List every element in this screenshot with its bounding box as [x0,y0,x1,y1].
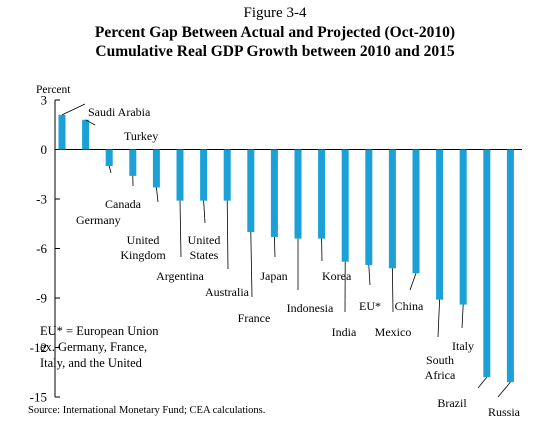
bar [129,149,137,176]
category-label: France [238,311,271,325]
category-label-line: Mexico [375,325,412,339]
leader-line [368,264,371,286]
category-label-line: States [190,248,219,262]
category-label-line: Kingdom [120,248,166,262]
category-label: Canada [105,197,142,211]
bar [412,149,420,274]
bar [270,149,278,237]
leader-line [274,236,276,258]
category-label-line: India [332,325,357,339]
figure-label: Figure 3-4 [243,5,307,21]
category-label-line: Australia [205,285,250,299]
leader-line [477,376,488,389]
category-label: South Africa [425,353,456,382]
y-tick-label: 3 [41,93,48,108]
category-label-line: Canada [105,197,142,211]
category-label: Germany [76,213,121,227]
category-label-line: Indonesia [287,301,334,315]
y-tick-label: -3 [36,192,47,207]
leader-line [179,200,182,258]
leader-line [85,119,96,126]
bar [388,149,396,269]
category-label-line: United [188,233,221,247]
category-label-line: Turkey [124,129,158,143]
bar [294,149,302,239]
y-tick-label: 0 [41,142,48,157]
source-note: Source: International Monetary Fund; CEA… [28,405,266,416]
bars-layer [58,114,514,383]
category-label: EU* [359,299,381,313]
bar [82,119,90,150]
y-tick-label: -15 [30,390,47,405]
category-label-line: Germany [76,213,121,227]
eu-footnote: EU* = European Union ex. Germany, France… [40,324,159,370]
bar [152,149,160,188]
leader-line [392,268,394,313]
bar [58,114,66,150]
category-label-line: China [395,299,424,313]
category-label-line: South [426,353,454,367]
y-axis-label: Percent [36,84,71,96]
bar [436,149,444,300]
leader-line [437,299,440,338]
leader-line [61,103,86,116]
category-label: China [395,299,424,313]
bar [176,149,184,201]
leader-line [497,381,511,398]
category-label-line: Japan [260,269,287,283]
category-label-line: Brazil [437,396,467,410]
category-label-line: EU* [359,299,381,313]
bar [365,149,373,265]
category-label-line: Argentina [156,269,204,283]
category-label-line: Russia [488,405,521,419]
y-tick-label: -12 [30,340,47,355]
leaders-layer [61,103,511,398]
bar [247,149,255,232]
y-tick-label: -9 [36,291,47,306]
category-label-line: Africa [425,368,456,382]
category-label: Brazil [437,396,467,410]
category-label: Turkey [124,129,158,143]
category-label: Argentina [156,269,204,283]
category-label: Russia [488,405,521,419]
category-label: United Kingdom [120,233,166,262]
chart-title-line-1: Percent Gap Between Actual and Projected… [94,24,456,41]
category-label: India [332,325,357,339]
category-label: Mexico [375,325,412,339]
bar [105,149,113,166]
y-tick-label: -6 [36,241,47,256]
category-label-line: Korea [322,269,352,283]
leader-line [250,231,253,298]
category-label: Indonesia [287,301,334,315]
leader-line [203,200,206,224]
category-label-line: France [238,311,271,325]
leader-line [461,304,464,329]
leader-line [108,165,112,174]
bar [223,149,231,201]
bar [200,149,208,201]
category-label: Korea [322,269,352,283]
category-label: Australia [205,285,250,299]
bar [506,149,514,383]
bar [341,149,349,262]
leader-line [409,273,417,291]
bar [318,149,326,239]
category-label-line: United [127,233,160,247]
category-label-line: Italy [452,339,474,353]
bar [459,149,467,305]
category-label: Italy [452,339,474,353]
category-label: United States [188,233,221,262]
category-label: Japan [260,269,287,283]
category-label: Saudi Arabia [88,105,151,119]
bar [483,149,491,378]
chart-title-line-2: Cumulative Real GDP Growth between 2010 … [95,43,455,60]
category-label-line: Saudi Arabia [88,105,151,119]
leader-line [156,187,159,203]
leader-line [226,200,229,270]
